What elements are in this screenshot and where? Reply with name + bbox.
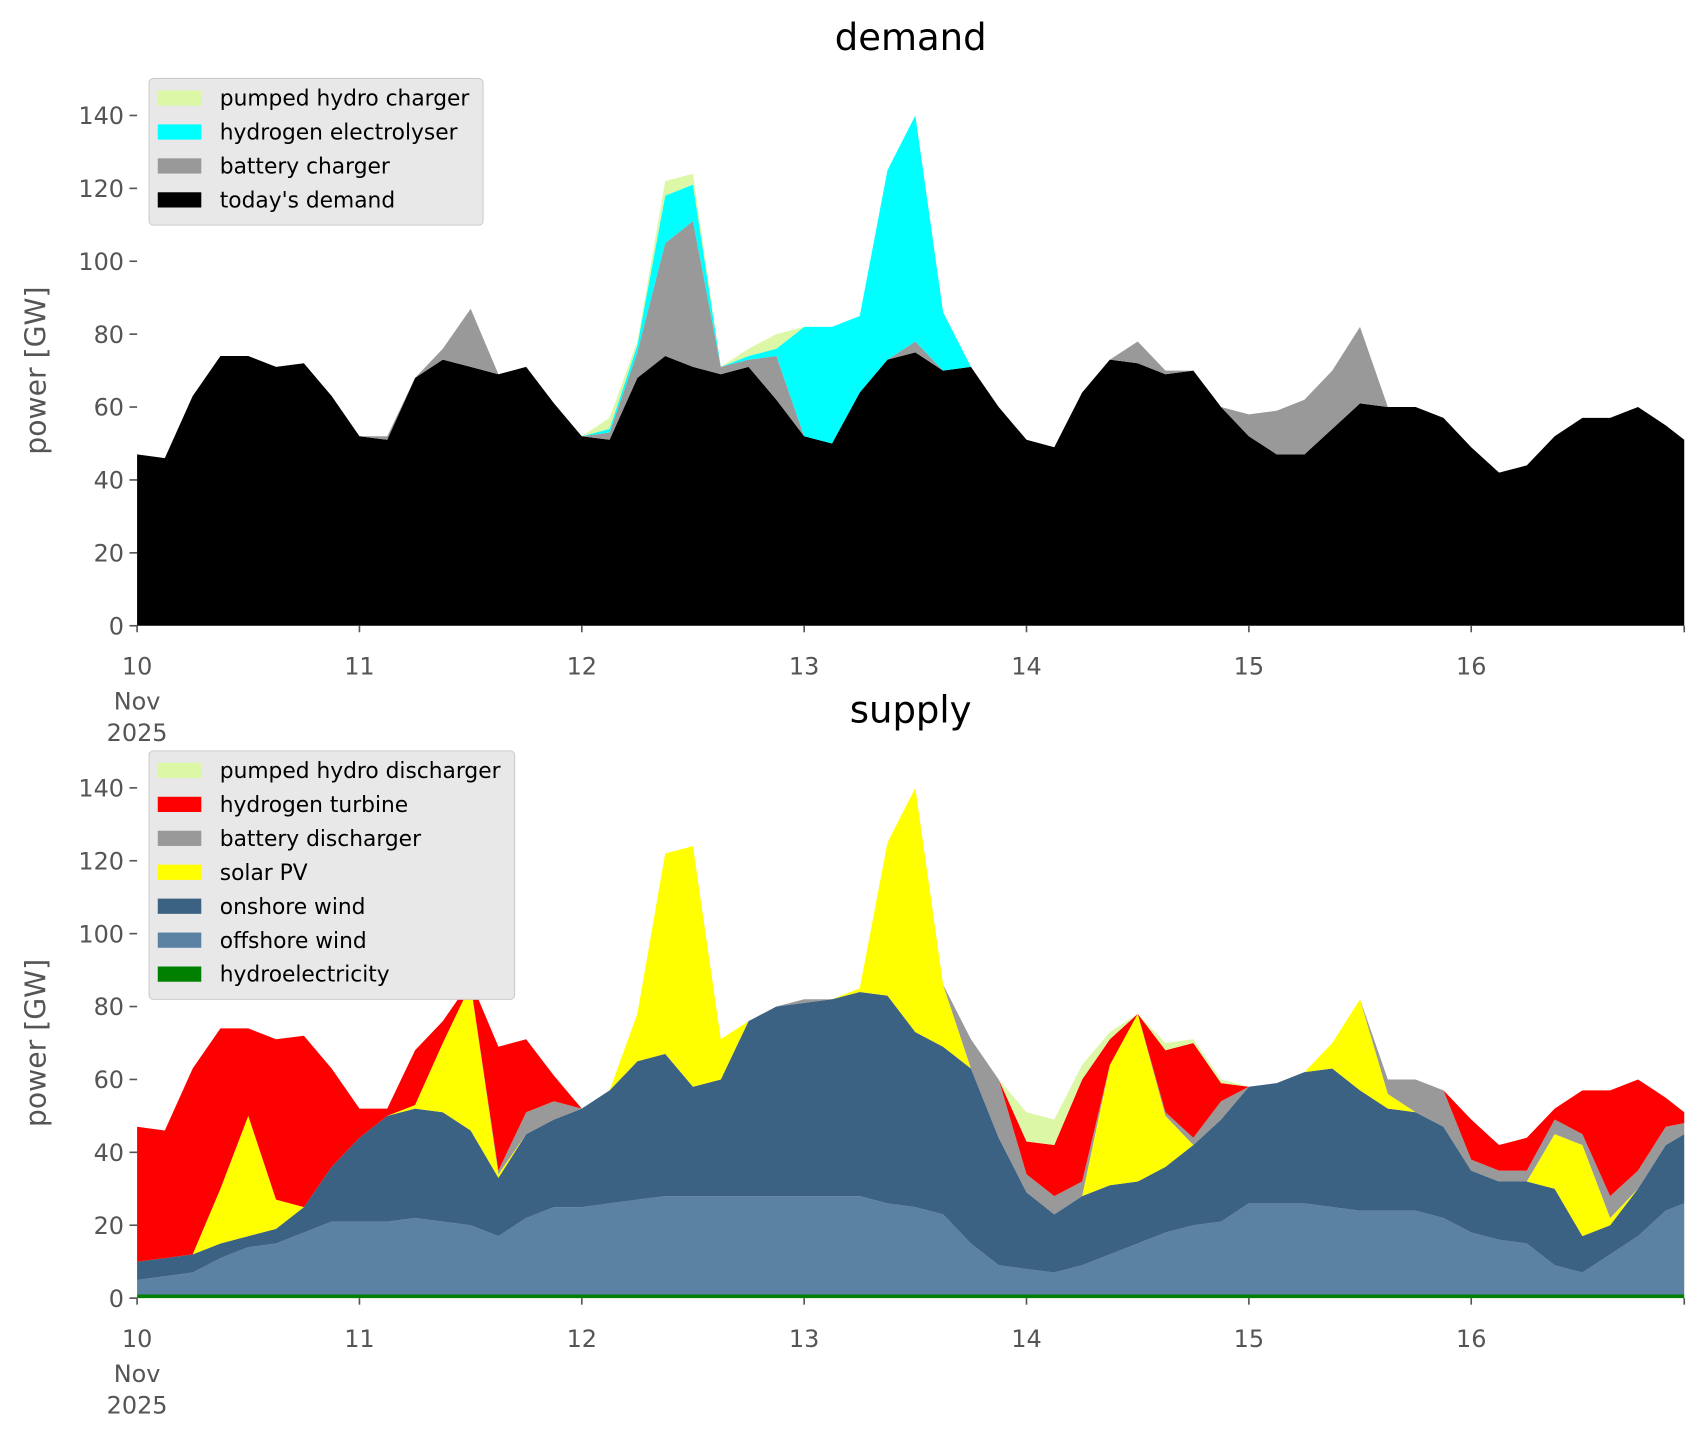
legend-swatch xyxy=(157,796,202,813)
y-tick-label: 80 xyxy=(94,993,124,1021)
legend-label: hydrogen turbine xyxy=(220,793,408,818)
legend-label: hydroelectricity xyxy=(220,963,390,988)
legend-box xyxy=(148,750,516,1000)
legend-swatch xyxy=(157,898,202,914)
legend-item: offshore wind xyxy=(157,929,367,954)
x-tick-label: 10 xyxy=(122,1325,152,1353)
legend-label: battery charger xyxy=(220,155,390,180)
y-tick-label: 0 xyxy=(109,612,124,640)
legend-item: solar PV xyxy=(157,861,308,886)
legend: pumped hydro charger hydrogen electrolyse… xyxy=(148,77,484,226)
legend: pumped hydro discharger hydrogen turbine b… xyxy=(148,750,516,1000)
legend-swatch xyxy=(157,124,202,140)
x-tick-label: 16 xyxy=(1456,1325,1486,1353)
legend-swatch xyxy=(157,90,202,106)
x-tick-label: 14 xyxy=(1011,1325,1041,1353)
y-tick-label: 0 xyxy=(109,1285,124,1313)
x-tick-label: 13 xyxy=(789,1325,819,1353)
legend-swatch xyxy=(157,762,202,779)
x-tick-sublabel: Nov xyxy=(114,1360,161,1388)
area-hydrogen-turbine xyxy=(137,787,1685,1262)
x-tick-label: 11 xyxy=(344,1325,374,1353)
y-tick-label: 120 xyxy=(78,847,124,875)
area-today-s-demand xyxy=(137,352,1685,626)
x-tick-label: 15 xyxy=(1234,653,1264,681)
area-solar-pv xyxy=(137,787,1685,1262)
legend-label: pumped hydro discharger xyxy=(220,759,501,784)
area-offshore-wind xyxy=(137,1196,1685,1295)
chart-title: demand xyxy=(835,16,987,59)
area-onshore-wind xyxy=(137,991,1685,1280)
y-tick-label: 60 xyxy=(94,1066,124,1094)
y-tick-label: 100 xyxy=(78,248,124,276)
y-tick-label: 120 xyxy=(78,175,124,203)
y-tick-label: 20 xyxy=(94,540,124,568)
area-hydroelectricity xyxy=(137,1294,1685,1299)
x-tick-label: 11 xyxy=(344,653,374,681)
y-tick-label: 40 xyxy=(94,1139,124,1167)
x-tick-label: 16 xyxy=(1456,653,1486,681)
x-tick-sublabel: 2025 xyxy=(107,1391,168,1419)
legend-label: offshore wind xyxy=(220,929,367,954)
legend-swatch xyxy=(157,192,202,208)
y-tick-label: 100 xyxy=(78,920,124,948)
legend-swatch xyxy=(157,864,202,880)
legend-item: pumped hydro charger xyxy=(157,87,470,112)
area-hydrogen-electrolyser xyxy=(137,115,1685,473)
y-tick-label: 40 xyxy=(94,467,124,495)
legend-label: onshore wind xyxy=(220,895,366,920)
y-axis-label: power [GW] xyxy=(20,286,53,454)
demand-panel: demand power [GW] 0 20 40 60 80 100 120 140 10 11 12… xyxy=(20,16,1686,747)
x-tick-label: 12 xyxy=(567,1325,597,1353)
x-tick-label: 14 xyxy=(1011,653,1041,681)
x-tick-sublabel: Nov xyxy=(114,688,161,716)
x-tick-sublabel: 2025 xyxy=(107,719,168,747)
legend-label: solar PV xyxy=(220,861,308,886)
x-tick-label: 12 xyxy=(567,653,597,681)
x-tick-label: 15 xyxy=(1234,1325,1264,1353)
y-tick-label: 80 xyxy=(94,321,124,349)
legend-item: hydroelectricity xyxy=(157,963,390,988)
legend-swatch xyxy=(157,932,202,948)
legend-swatch xyxy=(157,830,202,846)
legend-label: pumped hydro charger xyxy=(220,87,470,112)
legend-item: battery charger xyxy=(157,155,390,180)
y-tick-label: 140 xyxy=(78,775,124,803)
area-battery-charger xyxy=(137,221,1685,473)
supply-panel: supply power [GW] 0 20 40 60 80 100 120 140 10 11 12… xyxy=(20,689,1686,1419)
x-tick-label: 10 xyxy=(122,653,152,681)
legend-item: onshore wind xyxy=(157,895,366,920)
legend-item: today's demand xyxy=(157,189,395,214)
legend-label: hydrogen electrolyser xyxy=(220,121,458,146)
y-axis-label: power [GW] xyxy=(20,959,53,1127)
legend-item: hydrogen electrolyser xyxy=(157,121,458,146)
x-tick-label: 13 xyxy=(789,653,819,681)
y-tick-label: 20 xyxy=(94,1212,124,1240)
y-tick-label: 60 xyxy=(94,394,124,422)
chart-title: supply xyxy=(850,689,972,732)
y-tick-label: 140 xyxy=(78,102,124,130)
legend-swatch xyxy=(157,158,202,174)
legend-label: today's demand xyxy=(220,189,395,214)
legend-box xyxy=(148,77,484,226)
legend-item: battery discharger xyxy=(157,827,421,852)
legend-item: pumped hydro discharger xyxy=(157,759,501,784)
legend-label: battery discharger xyxy=(220,827,421,852)
legend-swatch xyxy=(157,966,202,982)
legend-item: hydrogen turbine xyxy=(157,793,408,818)
